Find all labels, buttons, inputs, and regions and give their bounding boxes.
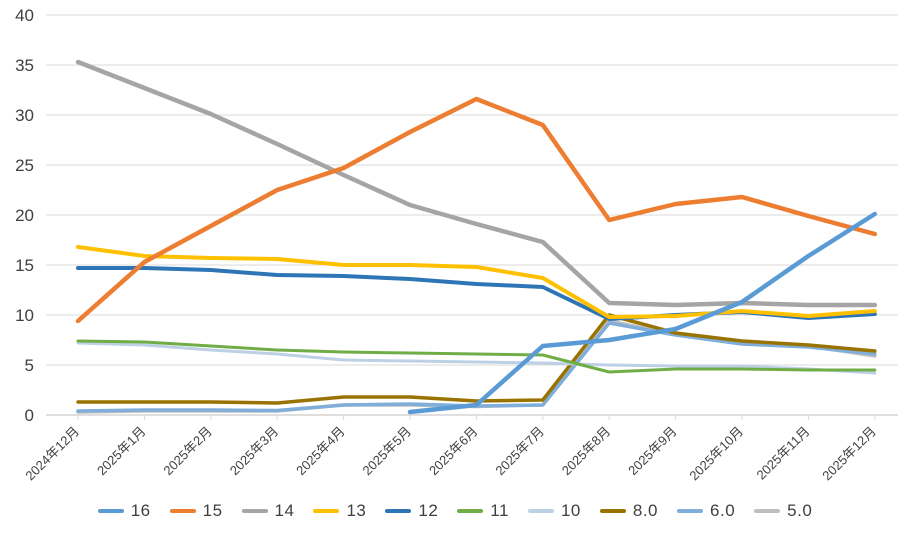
y-axis-tick-label: 15 bbox=[15, 256, 34, 275]
legend-swatch-8.0 bbox=[599, 508, 626, 514]
legend-label-14: 14 bbox=[274, 501, 295, 520]
x-axis-month-label: 2025年1月 bbox=[94, 424, 149, 479]
chart-legend: 16 15 14 13 12 11 10 8.0 6.0 5.0 bbox=[0, 501, 910, 521]
legend-swatch-6.0 bbox=[677, 508, 704, 514]
legend-swatch-11 bbox=[457, 508, 484, 514]
legend-swatch-16 bbox=[97, 508, 124, 514]
y-axis-tick-label: 35 bbox=[15, 56, 34, 75]
legend-label-11: 11 bbox=[490, 501, 509, 520]
x-axis-month-label: 2025年2月 bbox=[160, 424, 215, 479]
series-line-10 bbox=[76, 341, 877, 375]
legend-label-12: 12 bbox=[418, 501, 439, 520]
legend-label-13: 13 bbox=[346, 501, 367, 520]
x-axis-month-label: 2025年6月 bbox=[426, 424, 481, 479]
x-axis-month-label: 2025年10月 bbox=[686, 424, 746, 484]
x-axis-month-label: 2025年12月 bbox=[819, 424, 879, 484]
y-axis-tick-label: 40 bbox=[15, 6, 34, 25]
legend-label-5.0: 5.0 bbox=[787, 501, 813, 520]
legend-item-5.0: 5.0 bbox=[754, 501, 812, 521]
y-axis-tick-label: 30 bbox=[15, 106, 34, 125]
legend-item-14: 14 bbox=[241, 501, 295, 521]
legend-item-12: 12 bbox=[385, 501, 438, 521]
legend-label-16: 16 bbox=[130, 501, 151, 520]
y-axis-tick-label: 25 bbox=[15, 156, 34, 175]
series-line-11 bbox=[76, 339, 877, 374]
series-line-13 bbox=[76, 245, 877, 319]
legend-swatch-15 bbox=[169, 508, 196, 514]
legend-swatch-10 bbox=[527, 508, 554, 514]
x-axis-month-label: 2025年7月 bbox=[492, 424, 547, 479]
x-axis-month-label: 2025年8月 bbox=[559, 424, 614, 479]
legend-item-11: 11 bbox=[457, 501, 509, 521]
legend-label-6.0: 6.0 bbox=[710, 501, 736, 520]
y-axis-tick-label: 5 bbox=[25, 356, 34, 375]
legend-item-6.0: 6.0 bbox=[677, 501, 735, 521]
legend-swatch-13 bbox=[313, 508, 340, 514]
x-axis-month-label: 2024年12月 bbox=[22, 424, 82, 484]
x-axis-month-label: 2025年3月 bbox=[227, 424, 282, 479]
legend-swatch-14 bbox=[241, 508, 268, 514]
x-axis-month-label: 2025年9月 bbox=[625, 424, 680, 479]
legend-swatch-5.0 bbox=[754, 508, 781, 514]
legend-item-8.0: 8.0 bbox=[599, 501, 659, 521]
y-axis-tick-label: 0 bbox=[25, 406, 34, 425]
y-axis-tick-label: 10 bbox=[15, 306, 34, 325]
legend-item-10: 10 bbox=[527, 501, 581, 521]
legend-swatch-12 bbox=[385, 508, 412, 514]
legend-label-15: 15 bbox=[202, 501, 223, 520]
series-line-15 bbox=[75, 96, 878, 324]
legend-label-10: 10 bbox=[560, 501, 581, 520]
series-line-16 bbox=[407, 211, 878, 415]
legend-label-8.0: 8.0 bbox=[632, 501, 659, 520]
legend-item-13: 13 bbox=[313, 501, 366, 521]
y-axis-tick-label: 20 bbox=[15, 206, 34, 225]
x-axis-month-label: 2025年11月 bbox=[754, 424, 813, 483]
series-line-8.0 bbox=[76, 313, 877, 405]
x-axis-month-label: 2025年4月 bbox=[293, 424, 348, 479]
legend-item-15: 15 bbox=[169, 501, 223, 521]
legend-item-16: 16 bbox=[97, 501, 151, 521]
x-axis-month-label: 2025年5月 bbox=[360, 424, 415, 479]
